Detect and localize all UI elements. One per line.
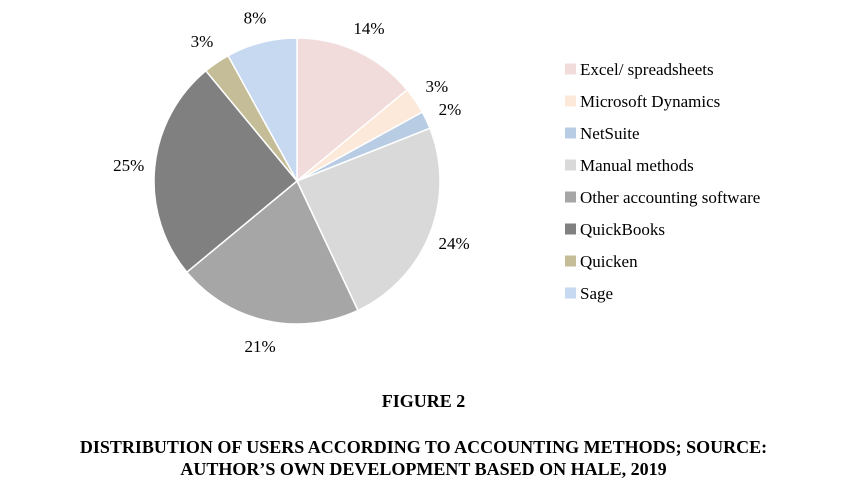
pie-chart: 14% 3% 2% 24% 21% 25% 3% 8% Excel/ spreadsheets…: [113, 8, 760, 356]
pie-label-microsoft-dynamics: 3%: [425, 77, 448, 96]
figure-number: FIGURE 2: [381, 391, 466, 411]
legend-swatch: [565, 63, 576, 75]
pie-label-other-accounting-software: 21%: [245, 337, 276, 356]
pie-percentage-labels: 14% 3% 2% 24% 21% 25% 3% 8%: [113, 8, 470, 356]
pie-slice-excel-spreadsheets: [296, 37, 409, 183]
legend-item-manual-methods: Manual methods: [565, 156, 694, 175]
pie-slice-manual-methods: [295, 127, 441, 312]
legend-item-quicken: Quicken: [565, 252, 638, 271]
pie-slice-quickbooks: [153, 69, 299, 274]
legend-item-sage: Sage: [565, 284, 613, 303]
figure-caption-line-2: AUTHOR’S OWN DEVELOPMENT BASED ON HALE, …: [180, 459, 667, 479]
pie-slices: [153, 37, 441, 325]
legend-swatch: [565, 95, 576, 107]
legend-label: Sage: [580, 284, 613, 303]
pie-label-quicken: 3%: [191, 32, 214, 51]
pie-label-sage: 8%: [244, 8, 267, 27]
legend-label: Other accounting software: [580, 188, 760, 207]
legend-label: Manual methods: [580, 156, 694, 175]
figure-caption: DISTRIBUTION OF USERS ACCORDING TO ACCOU…: [0, 436, 847, 480]
legend-label: Microsoft Dynamics: [580, 92, 720, 111]
legend-swatch: [565, 255, 576, 267]
pie-label-quickbooks: 25%: [113, 156, 144, 175]
pie-label-excel-spreadsheets: 14%: [353, 19, 384, 38]
legend-label: Excel/ spreadsheets: [580, 60, 714, 79]
legend-item-excel-spreadsheets: Excel/ spreadsheets: [565, 60, 714, 79]
figure-caption-line-1: DISTRIBUTION OF USERS ACCORDING TO ACCOU…: [79, 437, 768, 457]
chart-legend: Excel/ spreadsheets Microsoft Dynamics Net…: [565, 60, 760, 303]
legend-swatch: [565, 127, 576, 139]
legend-label: NetSuite: [580, 124, 640, 143]
legend-item-microsoft-dynamics: Microsoft Dynamics: [565, 92, 720, 111]
pie-label-manual-methods: 24%: [439, 234, 470, 253]
legend-swatch: [565, 223, 576, 235]
legend-item-quickbooks: QuickBooks: [565, 220, 665, 239]
legend-swatch: [565, 191, 576, 203]
legend-swatch: [565, 287, 576, 299]
legend-swatch: [565, 159, 576, 171]
legend-item-other-accounting-software: Other accounting software: [565, 188, 760, 207]
pie-slice-other-accounting-software: [185, 179, 359, 325]
legend-label: Quicken: [580, 252, 638, 271]
pie-label-netsuite: 2%: [439, 100, 462, 119]
legend-label: QuickBooks: [580, 220, 665, 239]
legend-item-netsuite: NetSuite: [565, 124, 640, 143]
pie-slice-sage: [227, 37, 298, 182]
